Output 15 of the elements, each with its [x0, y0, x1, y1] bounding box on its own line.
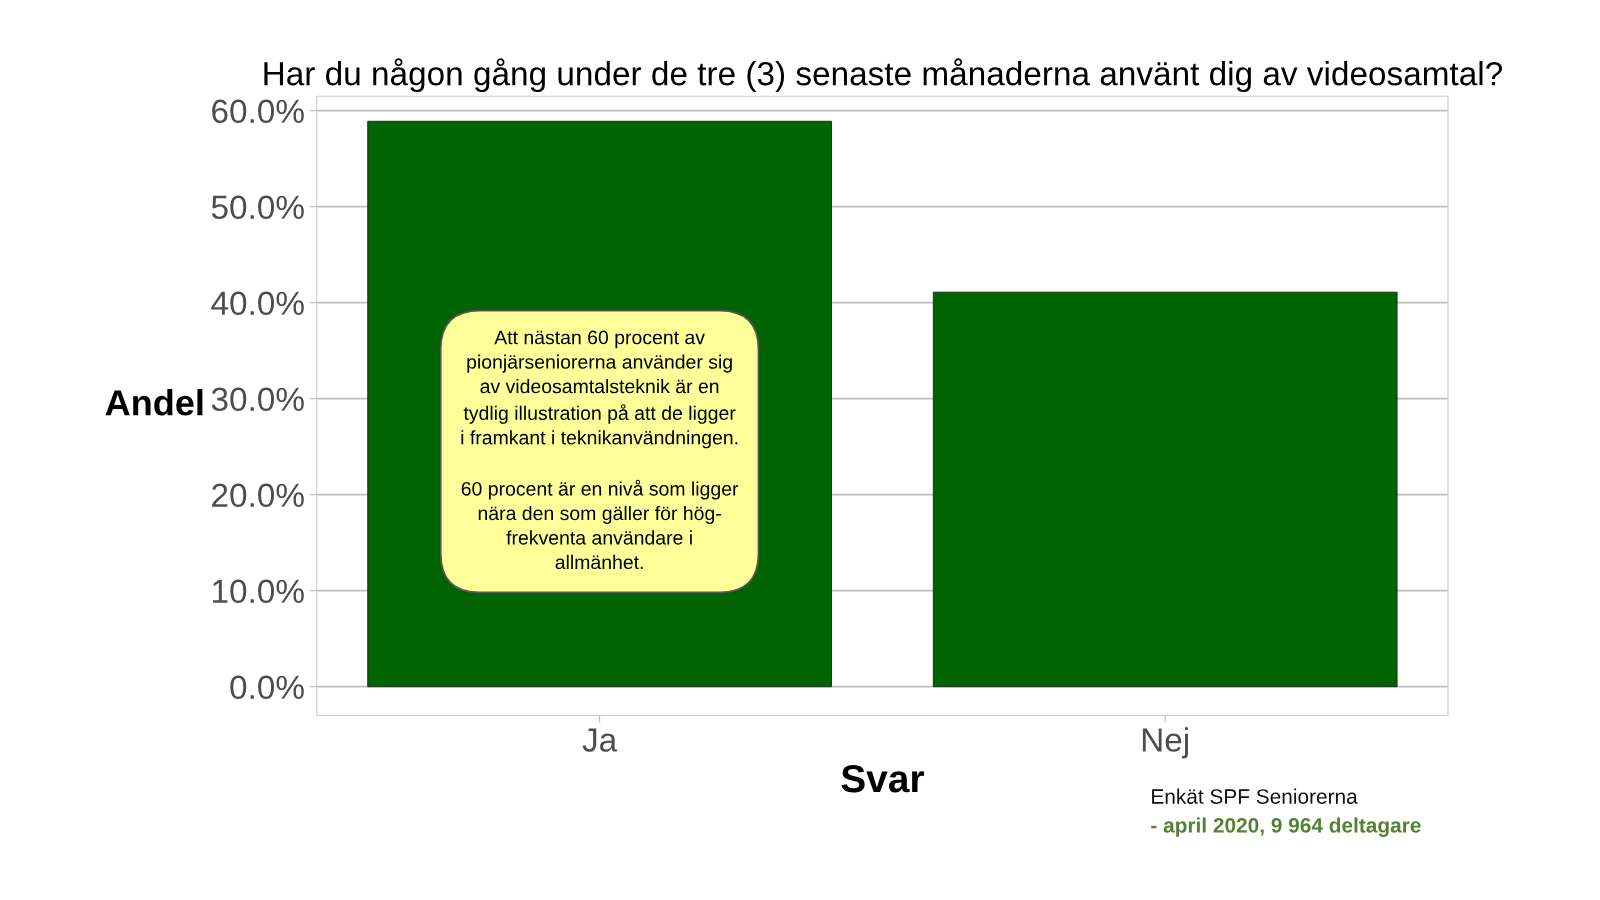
text: Enkät SPF Seniorerna — [1152, 788, 1358, 804]
x-tick-label: Nej — [1142, 727, 1188, 759]
y-tick-label: 20.0% — [212, 483, 304, 508]
y-tick-label: 30.0% — [211, 387, 304, 412]
y-tick-label: 0.0% — [230, 675, 304, 700]
y-axis-title: Andel — [105, 389, 203, 416]
y-tick-label: 10.0% — [213, 579, 304, 604]
text: Att nästan 60 procent av pionjärseniorerna använder sig av videosamtalsteknik är en tydlig illustration på att de ligger i framkant i teknikanvändningen. 60 procent är en nivå som ligger nära den som gäller för hög- frekventa användare i allmänhet. — [461, 330, 739, 570]
y-tick-label: 40.0% — [211, 291, 304, 316]
y-tick-label: 60.0% — [212, 99, 304, 124]
chart-title: Har du någon gång under de tre (3) senaste månaderna använt dig av videosamtal? — [264, 58, 1502, 93]
y-tick-label: 50.0% — [211, 195, 304, 220]
text: - april 2020, 9 964 deltagare — [1151, 817, 1421, 837]
x-axis-title: Svar — [841, 764, 924, 793]
x-tick-label: Ja — [582, 728, 618, 752]
